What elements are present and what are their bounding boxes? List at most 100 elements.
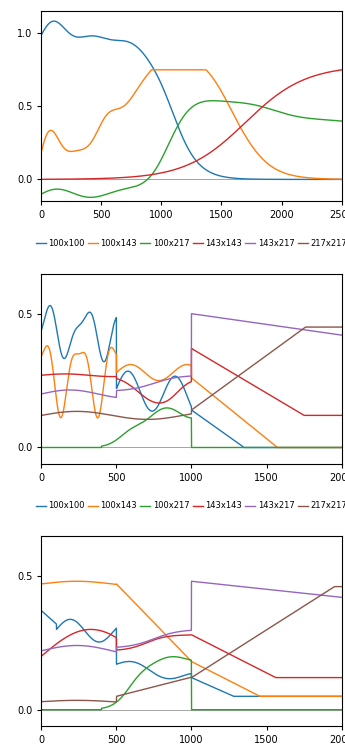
Line: 100x100: 100x100 (42, 305, 342, 448)
217x217 (302, 602, 306, 611)
217x217 (74, 175, 78, 184)
100x100 (242, 443, 246, 452)
217x217 (155, 169, 159, 178)
217x217 (114, 697, 118, 706)
143x217 (189, 577, 194, 586)
143x217 (92, 389, 96, 398)
143x143 (92, 625, 96, 634)
143x143 (168, 65, 172, 74)
143x143 (302, 411, 306, 420)
217x217 (74, 696, 78, 705)
100x143 (339, 443, 344, 452)
Line: 217x217: 217x217 (42, 327, 342, 420)
143x143 (155, 398, 159, 407)
143x217 (89, 193, 93, 202)
100x217 (74, 705, 78, 714)
143x217 (339, 116, 344, 125)
217x217 (40, 411, 44, 420)
143x143 (339, 411, 344, 420)
217x217 (155, 414, 159, 423)
100x217 (74, 443, 78, 452)
143x143 (274, 673, 278, 682)
100x100 (74, 617, 78, 626)
100x143 (40, 351, 44, 360)
100x143 (155, 621, 159, 631)
100x100 (168, 376, 172, 385)
217x217 (92, 408, 96, 417)
143x217 (92, 643, 96, 652)
100x217 (155, 407, 159, 417)
100x217 (155, 657, 159, 666)
100x217 (339, 705, 344, 714)
143x143 (91, 134, 96, 143)
100x100 (302, 692, 306, 701)
217x217 (168, 166, 172, 175)
143x143 (302, 673, 306, 682)
100x143 (40, 579, 44, 588)
143x217 (74, 386, 78, 395)
100x143 (334, 443, 338, 452)
100x100 (92, 31, 96, 40)
143x143 (89, 625, 93, 634)
143x217 (40, 646, 44, 655)
217x217 (332, 582, 336, 591)
100x143 (275, 443, 279, 452)
143x143 (40, 146, 44, 155)
100x217 (334, 443, 338, 452)
217x217 (40, 175, 44, 184)
143x217 (155, 163, 159, 172)
143x143 (40, 370, 44, 380)
143x217 (339, 330, 344, 339)
143x143 (302, 172, 306, 181)
100x100 (40, 324, 44, 333)
143x217 (168, 138, 172, 147)
100x100 (302, 175, 306, 184)
100x143 (45, 341, 49, 350)
100x100 (339, 692, 344, 701)
100x100 (168, 674, 172, 683)
143x143 (189, 344, 194, 353)
100x143 (334, 692, 338, 701)
100x100 (334, 175, 338, 184)
Line: 143x217: 143x217 (42, 314, 342, 398)
100x100 (334, 692, 338, 701)
Line: 100x143: 100x143 (42, 581, 342, 696)
Line: 100x100: 100x100 (42, 611, 342, 696)
217x217 (40, 697, 44, 706)
100x100 (40, 29, 44, 39)
143x143 (168, 395, 172, 404)
143x217 (74, 641, 78, 650)
100x143 (92, 578, 96, 587)
143x217 (92, 193, 96, 202)
100x100 (334, 443, 338, 452)
217x217 (74, 407, 78, 416)
100x217 (334, 705, 338, 714)
100x217 (171, 652, 176, 662)
143x217 (339, 593, 344, 602)
100x217 (302, 443, 306, 452)
Line: 100x100: 100x100 (42, 21, 342, 179)
217x217 (334, 582, 338, 591)
Legend: 100x100, 100x143, 100x217, 143x143, 143x217, 217x217: 100x100, 100x143, 100x217, 143x143, 143x… (32, 498, 345, 514)
Line: 143x143: 143x143 (42, 349, 342, 415)
Line: 217x217: 217x217 (42, 587, 342, 702)
143x217 (114, 393, 118, 402)
100x100 (155, 671, 159, 680)
217x217 (168, 413, 172, 422)
217x217 (92, 696, 96, 705)
100x143 (74, 577, 78, 586)
143x143 (74, 628, 78, 637)
100x100 (92, 316, 96, 325)
Line: 143x217: 143x217 (42, 101, 342, 197)
143x217 (168, 374, 172, 383)
217x217 (91, 174, 96, 183)
100x217 (168, 652, 172, 662)
100x143 (302, 443, 306, 452)
100x100 (155, 403, 159, 412)
100x143 (75, 577, 79, 586)
100x143 (258, 692, 262, 701)
143x143 (339, 175, 344, 184)
143x217 (302, 113, 306, 122)
100x143 (74, 349, 78, 358)
143x143 (92, 371, 96, 380)
